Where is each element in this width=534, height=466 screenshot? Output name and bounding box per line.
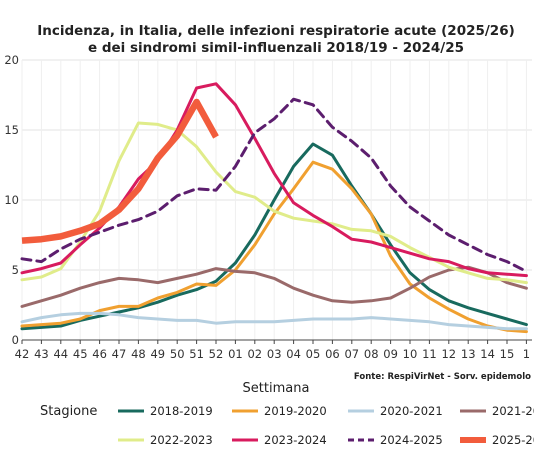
x-tick-label: 06 — [325, 347, 340, 361]
legend-label-2023-2024: 2023-2024 — [264, 433, 327, 447]
series-line-2021-2022 — [20, 265, 528, 308]
x-tick-label: 02 — [247, 347, 262, 361]
x-tick-label: 51 — [189, 347, 204, 361]
x-tick-label: 49 — [150, 347, 165, 361]
legend-label-2020-2021: 2020-2021 — [380, 404, 443, 418]
y-tick-label: 10 — [4, 193, 19, 207]
x-tick-label: 43 — [34, 347, 49, 361]
x-tick-label: 13 — [461, 347, 476, 361]
legend-label-2022-2023: 2022-2023 — [150, 433, 213, 447]
x-tick-label: 11 — [422, 347, 437, 361]
x-tick-label: 15 — [500, 347, 515, 361]
series-line-2022-2023 — [20, 121, 528, 285]
chart-title-line2: e dei sindromi simil-influenzali 2018/19… — [88, 40, 464, 56]
source-note: Fonte: RespiVirNet - Sorv. epidemolo — [354, 372, 531, 382]
series-line-2019-2020 — [20, 160, 528, 334]
x-tick-label: 10 — [403, 347, 418, 361]
x-tick-label: 52 — [209, 347, 224, 361]
x-tick-label: 42 — [15, 347, 30, 361]
legend-label-2021-2022: 2021-2022 — [492, 404, 534, 418]
series-line-2020-2021 — [20, 311, 528, 331]
x-axis-title: Settimana — [243, 381, 310, 396]
x-tick-label: 05 — [306, 347, 321, 361]
series-line-2024-2025 — [20, 97, 528, 273]
x-tick-label: 45 — [73, 347, 88, 361]
x-tick-label: 03 — [267, 347, 282, 361]
legend-label-2025-2026: 2025-2026 — [492, 433, 534, 447]
series-lines — [20, 82, 528, 334]
x-tick-label: 44 — [53, 347, 68, 361]
x-tick-label: 46 — [92, 347, 107, 361]
x-tick-label: 1 — [523, 347, 530, 361]
x-tick-label: 08 — [364, 347, 379, 361]
x-tick-label: 01 — [228, 347, 243, 361]
y-tick-label: 0 — [12, 333, 19, 347]
series-line-2025-2026 — [21, 98, 219, 244]
x-tick-label: 47 — [112, 347, 127, 361]
legend-label-2018-2019: 2018-2019 — [150, 404, 213, 418]
x-tick-label: 50 — [170, 347, 185, 361]
y-tick-label: 20 — [4, 53, 19, 67]
grid-lines — [21, 59, 532, 340]
y-tick-label: 15 — [4, 123, 19, 137]
x-tick-label: 12 — [441, 347, 456, 361]
x-tick-label: 48 — [131, 347, 146, 361]
legend-label-2024-2025: 2024-2025 — [380, 433, 443, 447]
chart-title-line1: Incidenza, in Italia, delle infezioni re… — [37, 23, 515, 39]
x-tick-label: 14 — [480, 347, 495, 361]
legend-label-2019-2020: 2019-2020 — [264, 404, 327, 418]
x-tick-label: 09 — [383, 347, 398, 361]
legend: 2018-2019 2019-2020 2020-2021 2021-2022 2022… — [118, 404, 534, 447]
legend-title: Stagione — [40, 404, 97, 419]
y-tick-label: 5 — [12, 263, 19, 277]
x-tick-label: 04 — [286, 347, 301, 361]
x-tick-label: 07 — [344, 347, 359, 361]
